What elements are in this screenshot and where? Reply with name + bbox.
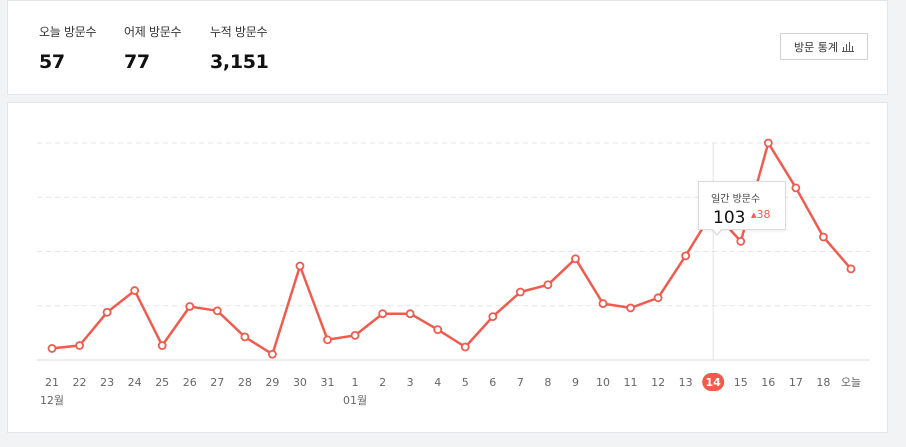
x-tick-label: 27 xyxy=(210,376,224,389)
data-point xyxy=(598,299,608,308)
x-tick-label: 14 xyxy=(706,376,722,389)
stat-total: 누적 방문수 3,151 xyxy=(210,23,269,73)
data-point xyxy=(185,302,195,311)
data-point xyxy=(571,254,580,264)
data-point xyxy=(460,342,470,352)
visit-stats-button-label: 방문 통계 xyxy=(794,40,838,54)
data-point xyxy=(846,264,856,274)
stat-today-label: 오늘 방문수 xyxy=(39,25,97,39)
x-tick-label: 24 xyxy=(128,376,142,389)
x-tick-label: 25 xyxy=(155,376,169,389)
data-point xyxy=(791,183,801,193)
x-tick-label: 23 xyxy=(100,376,114,389)
data-point xyxy=(433,325,443,335)
data-point xyxy=(681,251,691,261)
data-point xyxy=(488,312,498,322)
stat-yesterday-label: 어제 방문수 xyxy=(124,25,182,39)
x-tick-label: 22 xyxy=(73,376,87,389)
data-point xyxy=(130,286,140,295)
stat-yesterday: 어제 방문수 77 xyxy=(124,23,182,73)
data-point xyxy=(653,293,663,303)
data-point xyxy=(212,306,222,316)
data-point xyxy=(47,344,57,353)
data-point xyxy=(378,309,388,319)
data-point xyxy=(543,280,553,290)
x-tick-label: 1 xyxy=(352,376,359,389)
tooltip-delta-value: 38 xyxy=(756,208,771,221)
data-point xyxy=(350,331,360,340)
x-tick-label: 10 xyxy=(596,376,610,389)
month-label: 01월 xyxy=(343,394,367,407)
x-tick-label: 26 xyxy=(183,376,197,389)
data-point xyxy=(626,303,635,313)
x-tick-label: 4 xyxy=(434,376,441,389)
x-tick-label: 8 xyxy=(544,376,551,389)
data-point xyxy=(75,341,84,350)
tooltip-title: 일간 방문수 xyxy=(711,194,761,205)
up-triangle-icon: ▴ xyxy=(751,208,757,221)
data-point xyxy=(240,332,250,342)
chart-tooltip: 일간 방문수 103 ▴38 xyxy=(698,181,786,236)
x-tick-label: 13 xyxy=(679,376,693,389)
visits-line xyxy=(51,141,852,356)
x-tick-label: 12 xyxy=(651,376,665,389)
data-point xyxy=(819,232,828,242)
stat-today-value: 57 xyxy=(39,51,65,73)
stat-yesterday-value: 77 xyxy=(124,51,150,73)
data-point xyxy=(515,287,525,297)
x-tick-label: 18 xyxy=(816,376,830,389)
bar-chart-icon xyxy=(841,41,854,52)
visitor-summary-card: 오늘 방문수 57 어제 방문수 77 누적 방문수 3,151 방문 통계 xyxy=(7,0,888,95)
x-tick-label: 15 xyxy=(734,376,748,389)
x-tick-label: 9 xyxy=(572,376,579,389)
x-tick-label: 5 xyxy=(462,376,469,389)
x-tick-label: 17 xyxy=(789,376,803,389)
tooltip-value: 103 xyxy=(713,208,746,228)
data-point xyxy=(102,307,112,317)
month-label: 12월 xyxy=(40,394,64,407)
visit-stats-button[interactable]: 방문 통계 xyxy=(780,33,868,60)
daily-visits-chart-card xyxy=(7,102,888,433)
x-tick-label: 6 xyxy=(489,376,496,389)
data-point xyxy=(405,309,415,319)
data-point xyxy=(295,261,305,271)
x-tick-label: 2 xyxy=(379,376,386,389)
data-point xyxy=(736,236,746,246)
tooltip-delta: ▴38 xyxy=(751,208,771,221)
selected-date-pill xyxy=(702,373,725,391)
stat-total-value: 3,151 xyxy=(210,51,269,73)
x-tick-label: 28 xyxy=(238,376,252,389)
x-tick-label: 3 xyxy=(407,376,414,389)
x-tick-label: 16 xyxy=(761,376,775,389)
data-point xyxy=(323,335,332,345)
x-tick-label: 11 xyxy=(624,376,638,389)
x-tick-label: 29 xyxy=(265,376,279,389)
x-tick-label: 오늘 xyxy=(841,376,861,389)
data-point xyxy=(157,341,167,350)
data-point xyxy=(763,138,773,148)
x-tick-label: 21 xyxy=(45,376,59,389)
stat-today: 오늘 방문수 57 xyxy=(39,23,97,73)
x-tick-label: 7 xyxy=(517,376,524,389)
x-tick-label: 30 xyxy=(293,376,307,389)
x-tick-label: 31 xyxy=(321,376,335,389)
data-point xyxy=(267,349,277,359)
stat-total-label: 누적 방문수 xyxy=(210,25,268,39)
